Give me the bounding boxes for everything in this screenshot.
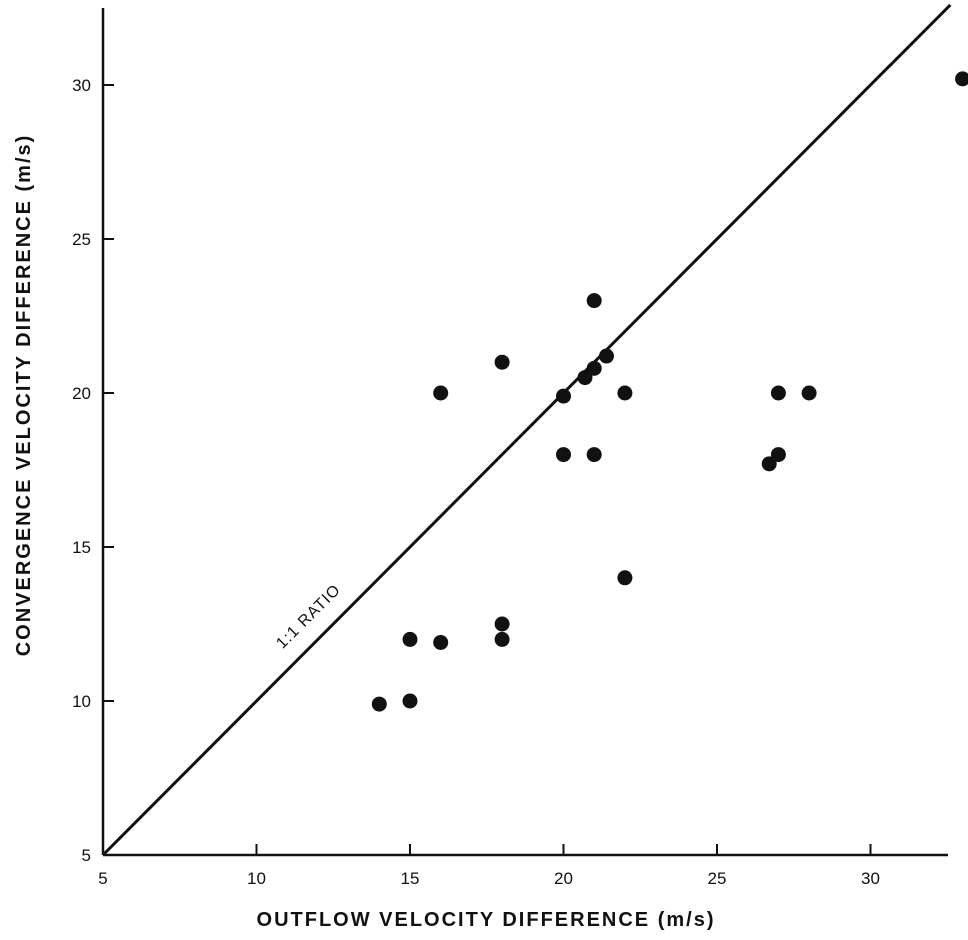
data-point (770, 385, 786, 401)
y-tick-label: 5 (82, 846, 91, 865)
axes (101, 8, 948, 857)
data-point (556, 447, 571, 463)
data-point (770, 447, 786, 463)
data-point (371, 696, 387, 712)
data-point (402, 631, 418, 647)
data-points (371, 71, 968, 712)
y-tick-label: 10 (72, 692, 91, 711)
data-point (433, 634, 449, 650)
x-tick-label: 20 (554, 869, 573, 888)
data-point (586, 293, 602, 309)
x-tick-label: 25 (708, 869, 727, 888)
x-tick-label: 15 (401, 869, 420, 888)
x-tick-label: 10 (247, 869, 266, 888)
data-point (402, 693, 418, 709)
data-point (494, 631, 510, 647)
data-point (955, 71, 968, 87)
reference-line-label: 1:1 RATIO (273, 581, 344, 652)
data-point (761, 456, 777, 472)
reference-line-group (101, 3, 952, 857)
data-point (586, 360, 602, 376)
data-point (801, 385, 817, 401)
y-tick-label: 15 (72, 538, 91, 557)
y-tick-label: 20 (72, 384, 91, 403)
data-point (598, 348, 614, 364)
x-axis-label: OUTFLOW VELOCITY DIFFERENCE (m/s) (257, 909, 716, 931)
data-point (617, 570, 633, 586)
data-point (586, 447, 602, 463)
data-point (577, 370, 593, 386)
data-point (617, 385, 633, 401)
data-point (433, 385, 449, 401)
reference-line (101, 3, 952, 857)
tick-marks (103, 84, 872, 855)
x-tick-label: 5 (98, 869, 107, 888)
y-tick-label: 25 (72, 230, 91, 249)
data-point (494, 354, 510, 370)
data-point (556, 388, 571, 404)
data-point (494, 616, 510, 632)
y-tick-label: 30 (72, 76, 91, 95)
x-tick-label: 30 (861, 869, 880, 888)
chart-text: OUTFLOW VELOCITY DIFFERENCE (m/s) CONVER… (13, 76, 880, 931)
y-axis-label: CONVERGENCE VELOCITY DIFFERENCE (m/s) (13, 134, 35, 657)
